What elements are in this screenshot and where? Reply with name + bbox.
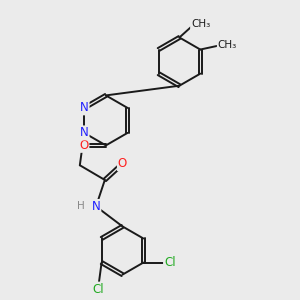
Text: N: N [80,101,88,114]
Text: N: N [80,126,88,140]
Text: CH₃: CH₃ [191,19,210,29]
Text: O: O [79,139,88,152]
Text: O: O [118,157,127,170]
Text: N: N [92,200,100,213]
Text: H: H [77,201,85,212]
Text: CH₃: CH₃ [218,40,237,50]
Text: Cl: Cl [93,283,104,296]
Text: Cl: Cl [164,256,176,269]
